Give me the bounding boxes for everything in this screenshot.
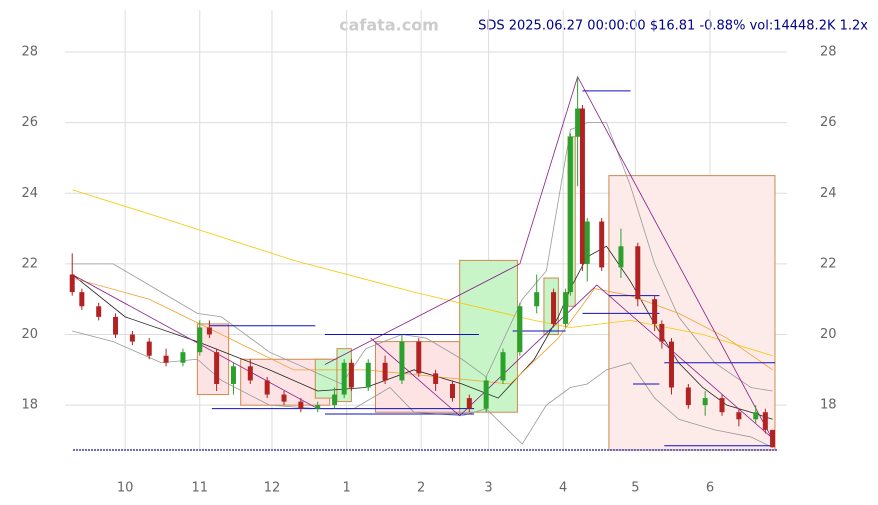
candle-body xyxy=(534,292,540,307)
candle-body xyxy=(618,246,624,268)
x-tick-label: 10 xyxy=(117,481,134,496)
y-tick-label-right: 20 xyxy=(820,327,837,342)
candle-body xyxy=(563,292,569,324)
y-tick-label: 26 xyxy=(21,115,38,130)
candle-body xyxy=(197,327,203,353)
indicator-line xyxy=(72,189,773,357)
candle-body xyxy=(719,398,725,413)
candle-body xyxy=(264,380,270,395)
watermark: cafata.com xyxy=(339,16,439,35)
candle-body xyxy=(163,355,169,363)
candle-body xyxy=(567,136,573,293)
candle-body xyxy=(579,108,585,264)
y-tick-label: 20 xyxy=(21,327,38,342)
indicator-line xyxy=(72,274,318,410)
y-tick-label-right: 26 xyxy=(820,115,837,130)
y-tick-label-right: 18 xyxy=(820,398,837,413)
candle-body xyxy=(659,323,665,342)
x-tick-label: 11 xyxy=(191,481,208,496)
x-tick-label: 5 xyxy=(631,481,639,496)
candle-body xyxy=(685,387,691,406)
candle-body xyxy=(180,352,186,363)
candle-body xyxy=(652,299,658,324)
candle-body xyxy=(575,108,581,137)
chart-title: SDS 2025.06.27 00:00:00 $16.81 -0.88% vo… xyxy=(478,19,868,34)
x-tick-label: 4 xyxy=(559,481,567,496)
candle-body xyxy=(96,306,102,317)
candle-body xyxy=(129,334,135,342)
candle-body xyxy=(281,394,287,402)
candle-body xyxy=(298,401,304,409)
x-tick-label: 2 xyxy=(417,481,425,496)
x-tick-label: 12 xyxy=(264,481,281,496)
zone-box xyxy=(608,175,776,451)
indicator-line xyxy=(324,75,776,445)
candle-body xyxy=(770,429,776,448)
y-tick-label-right: 22 xyxy=(820,256,837,271)
y-tick-label: 24 xyxy=(21,186,38,201)
x-tick-label: 6 xyxy=(706,481,714,496)
y-tick-label: 18 xyxy=(21,398,38,413)
candle-body xyxy=(69,274,75,293)
candle-body xyxy=(382,362,388,381)
candle-body xyxy=(551,292,557,324)
candle-body xyxy=(736,412,742,420)
y-tick-label-right: 24 xyxy=(820,186,837,201)
candle-body xyxy=(762,412,768,430)
candle-body xyxy=(315,405,321,409)
y-tick-label-right: 28 xyxy=(820,45,837,60)
candle-body xyxy=(702,398,708,406)
candle-body xyxy=(500,352,506,381)
candle-body xyxy=(599,221,605,268)
candle-body xyxy=(584,221,590,264)
candle-body xyxy=(113,316,119,335)
candle-body xyxy=(517,306,523,353)
candle-body xyxy=(214,352,220,384)
candle-body xyxy=(365,362,371,388)
candle-body xyxy=(668,341,674,388)
candle-body xyxy=(332,394,338,406)
candle-body xyxy=(399,341,405,381)
candle-body xyxy=(483,380,489,409)
indicator-line xyxy=(71,245,773,420)
indicator-line xyxy=(72,277,773,385)
candle-body xyxy=(247,366,253,381)
candle-body xyxy=(230,366,236,384)
candle-body xyxy=(433,373,439,384)
candle-body xyxy=(753,412,759,420)
candle-body xyxy=(635,246,641,300)
candle-body xyxy=(416,341,422,374)
zone-box xyxy=(314,358,338,399)
x-tick-label: 3 xyxy=(484,481,492,496)
x-tick-label: 1 xyxy=(342,481,350,496)
y-tick-label: 22 xyxy=(21,256,38,271)
indicator-line xyxy=(72,122,773,392)
candle-body xyxy=(79,292,85,307)
candle-body xyxy=(146,341,152,356)
candle-body xyxy=(466,398,472,409)
candle-body xyxy=(348,362,354,388)
candle-body xyxy=(449,383,455,399)
candle-body xyxy=(206,327,212,335)
candle-body xyxy=(341,362,347,395)
y-tick-label: 28 xyxy=(21,45,38,60)
